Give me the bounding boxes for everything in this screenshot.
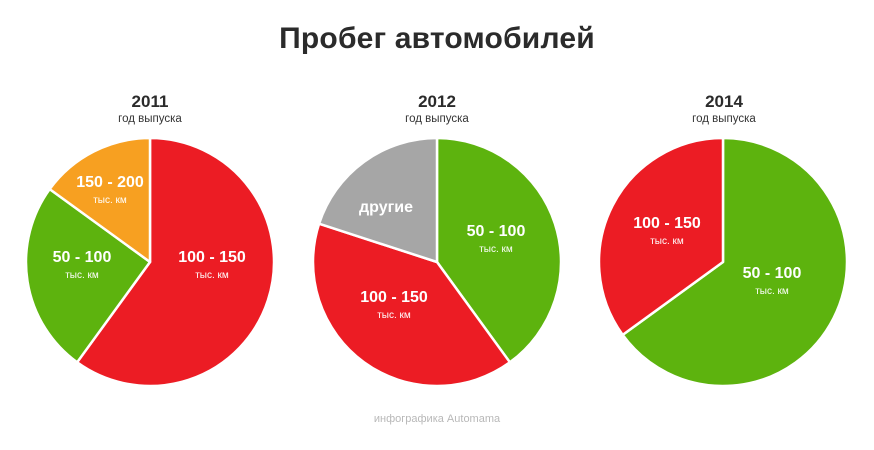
slice-unit: тыс. км — [377, 310, 411, 321]
slice-label: 150 - 200 — [76, 174, 144, 191]
slice-unit: тыс. км — [195, 270, 229, 281]
pie-slice — [311, 222, 512, 388]
pie-slice — [435, 136, 563, 364]
chart-header-2011: 2011 год выпуска — [60, 92, 240, 126]
slice-label: 50 - 100 — [743, 265, 802, 282]
chart-header-2014: 2014 год выпуска — [634, 92, 814, 126]
pie-chart-2014: 50 - 100 тыс. км 100 - 150 тыс. км — [597, 136, 849, 388]
slice-label: 50 - 100 — [467, 223, 526, 240]
page-title: Пробег автомобилей — [279, 22, 595, 55]
pie-slice — [317, 136, 439, 264]
slice-label: 100 - 150 — [360, 289, 428, 306]
pie-slice — [48, 136, 152, 264]
chart-year: 2014 — [705, 92, 743, 111]
chart-subtitle: год выпуска — [692, 113, 756, 125]
slice-unit: тыс. км — [650, 236, 684, 247]
slice-label: 100 - 150 — [633, 215, 701, 232]
slice-unit: тыс. км — [755, 286, 789, 297]
slice-unit: тыс. км — [93, 195, 127, 206]
pie-slice — [621, 136, 849, 388]
chart-year: 2012 — [418, 92, 456, 111]
pie-chart-2011: 100 - 150 тыс. км 50 - 100 тыс. км 150 - 200… — [24, 136, 276, 388]
chart-subtitle: год выпуска — [405, 113, 469, 125]
chart-year: 2011 — [131, 92, 169, 111]
pie-chart-2012: 50 - 100 тыс. км 100 - 150 тыс. км другие — [311, 136, 563, 388]
slice-label: 100 - 150 — [178, 249, 246, 266]
chart-header-2012: 2012 год выпуска — [347, 92, 527, 126]
pie-slice — [597, 136, 725, 337]
slice-unit: тыс. км — [65, 270, 99, 281]
chart-subtitle: год выпуска — [118, 113, 182, 125]
pie-slice — [75, 136, 276, 388]
slice-label: другие — [359, 199, 413, 216]
slice-label: 50 - 100 — [53, 249, 112, 266]
pie-slice — [24, 187, 152, 364]
slice-unit: тыс. км — [479, 244, 513, 255]
footer-credit: инфографика Automama — [373, 413, 501, 425]
